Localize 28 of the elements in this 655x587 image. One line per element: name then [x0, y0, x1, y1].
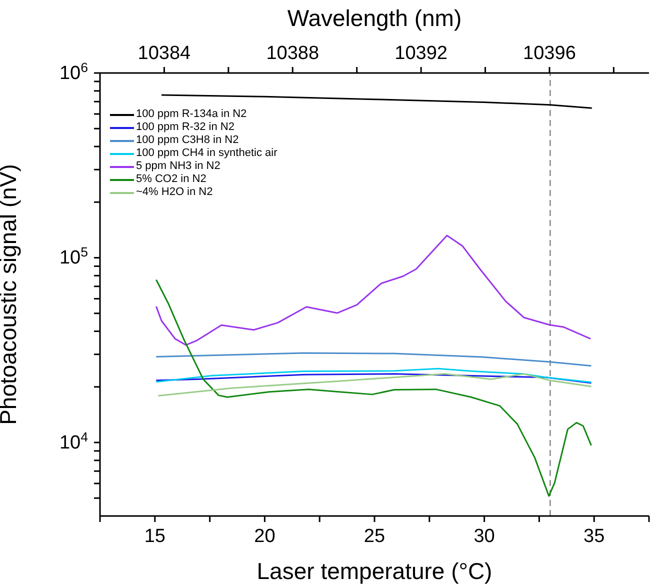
x-tick-label: 15 [144, 526, 166, 547]
legend-label: 5 ppm NH3 in N2 [136, 160, 220, 173]
line-series [155, 368, 592, 383]
legend-label: 100 ppm C3H8 in N2 [136, 134, 239, 147]
x-tick-label: 30 [474, 526, 495, 547]
x2-axis-title: Wavelength (nm) [287, 5, 462, 31]
line-series [155, 234, 592, 346]
line-series [157, 373, 592, 397]
line-series [155, 279, 592, 497]
line-series [160, 94, 593, 109]
x2-tick-label: 10396 [523, 43, 576, 64]
legend-label: ~4% H2O in N2 [136, 186, 213, 199]
x2-tick-label: 10388 [266, 43, 320, 64]
x2-tick-label: 10384 [138, 43, 192, 64]
legend-label: 100 ppm R-134a in N2 [136, 108, 247, 121]
x2-tick-label: 10392 [394, 43, 448, 64]
legend-label: 100 ppm R-32 in N2 [136, 121, 234, 134]
y-tick-label: 10$^{5}$ [59, 244, 88, 269]
line-series [155, 373, 592, 384]
x-axis-title: Laser temperature (°C) [256, 558, 492, 584]
x-tick-label: 25 [364, 526, 386, 547]
x-tick-label: 35 [584, 526, 605, 547]
line-series [155, 352, 592, 367]
x-tick-label: 20 [254, 526, 276, 547]
y-tick-label: 10$^{6}$ [59, 60, 88, 84]
legend-label: 5% CO2 in N2 [136, 173, 206, 186]
y-tick-label: 10$^{4}$ [59, 428, 88, 454]
legend-label: 100 ppm CH4 in synthetic air [136, 147, 278, 160]
